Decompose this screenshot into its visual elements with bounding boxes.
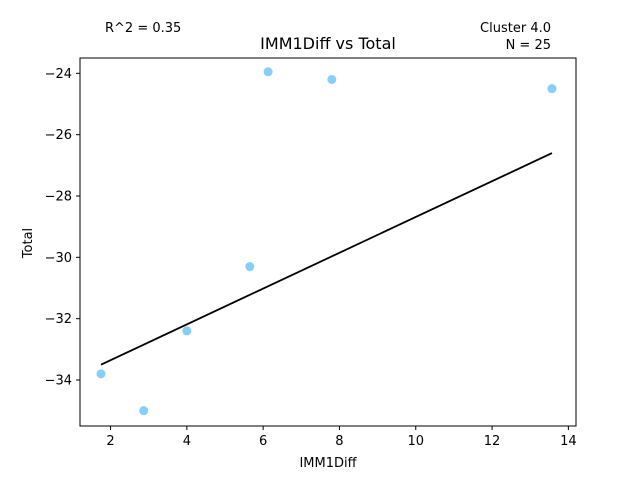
x-tick-label: 2	[106, 434, 114, 449]
x-tick-label: 6	[259, 434, 267, 449]
y-axis-label: Total	[21, 228, 36, 259]
plot-area: 2 4 6 8 10 12 14 −34 −32 −30 −28 −26 −24	[45, 57, 577, 449]
data-point	[327, 74, 337, 84]
y-tick-label: −32	[45, 312, 72, 327]
x-tick-label: 14	[560, 434, 577, 449]
plot-frame	[79, 57, 577, 427]
r-squared-annotation: R^2 = 0.35	[105, 21, 181, 36]
y-tick-label: −28	[45, 190, 72, 205]
data-point	[245, 262, 255, 272]
x-tick-label: 4	[183, 434, 191, 449]
y-tick-label: −30	[45, 251, 72, 266]
chart-title: IMM1Diff vs Total	[260, 34, 396, 53]
y-tick-label: −24	[45, 67, 72, 82]
data-point	[96, 369, 106, 379]
x-axis-label: IMM1Diff	[299, 456, 357, 471]
data-point	[547, 84, 557, 94]
scatter-points	[96, 67, 557, 416]
y-axis: −34 −32 −30 −28 −26 −24	[45, 67, 80, 389]
x-axis: 2 4 6 8 10 12 14	[106, 426, 577, 449]
x-tick-label: 8	[335, 434, 343, 449]
data-point	[182, 326, 192, 336]
n-annotation: N = 25	[506, 38, 551, 53]
data-point	[139, 406, 149, 416]
y-tick-label: −34	[45, 374, 72, 389]
x-tick-label: 10	[407, 434, 424, 449]
regression-line	[100, 152, 553, 366]
y-tick-label: −26	[45, 128, 72, 143]
x-tick-label: 12	[484, 434, 501, 449]
cluster-annotation: Cluster 4.0	[480, 21, 551, 36]
data-point	[263, 67, 273, 77]
